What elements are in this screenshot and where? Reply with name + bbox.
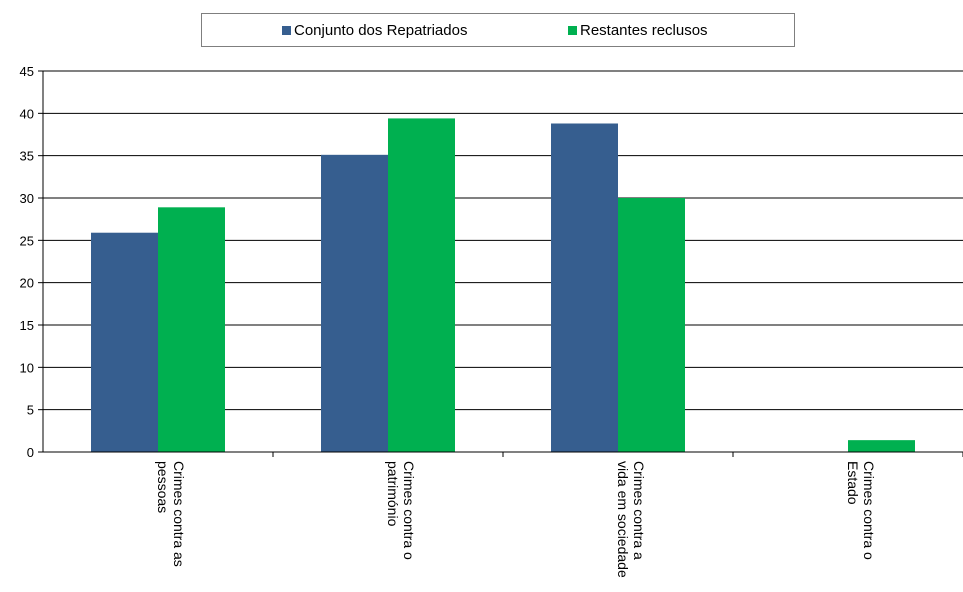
y-axis-ticks: 0 5 10 15 20 25 30 35 40 45	[20, 64, 43, 460]
bar-2-3	[618, 198, 685, 452]
y-tick-label: 30	[20, 191, 34, 206]
y-tick-label: 40	[20, 106, 34, 121]
x-category-label-line: Crimes contra o	[861, 461, 877, 560]
x-category-label-line: Crimes contra a	[631, 461, 647, 560]
bar-2-1	[158, 207, 225, 452]
bar-1-1	[91, 232, 158, 452]
y-tick-label: 35	[20, 149, 34, 164]
x-category-label-line: Estado	[845, 461, 861, 505]
legend: Conjunto dos Repatriados Restantes reclu…	[201, 13, 795, 47]
bar-1-2	[321, 154, 388, 452]
bar-2-4	[848, 440, 915, 452]
y-tick-label: 45	[20, 64, 34, 79]
y-tick-label: 5	[27, 403, 34, 418]
legend-label-series-1: Conjunto dos Repatriados	[294, 22, 468, 39]
legend-swatch-series-2	[568, 26, 577, 35]
x-category-label-line: vida em sociedade	[615, 461, 631, 578]
bar-2-2	[388, 118, 455, 452]
y-tick-label: 0	[27, 445, 34, 460]
bar-1-3	[551, 123, 618, 452]
legend-label-series-2: Restantes reclusos	[580, 22, 708, 39]
y-tick-label: 20	[20, 276, 34, 291]
axes	[42, 71, 963, 457]
legend-item-series-2: Restantes reclusos	[568, 22, 708, 39]
y-tick-label: 25	[20, 233, 34, 248]
y-tick-label: 15	[20, 318, 34, 333]
bars	[91, 118, 915, 452]
x-category-label-line: pessoas	[155, 461, 171, 513]
y-tick-label: 10	[20, 360, 34, 375]
x-category-label-line: Crimes contra as	[171, 461, 187, 567]
legend-swatch-series-1	[282, 26, 291, 35]
legend-item-series-1: Conjunto dos Repatriados	[282, 22, 467, 39]
x-category-label-line: Crimes contra o	[401, 461, 417, 560]
x-category-label-line: património	[385, 461, 401, 527]
